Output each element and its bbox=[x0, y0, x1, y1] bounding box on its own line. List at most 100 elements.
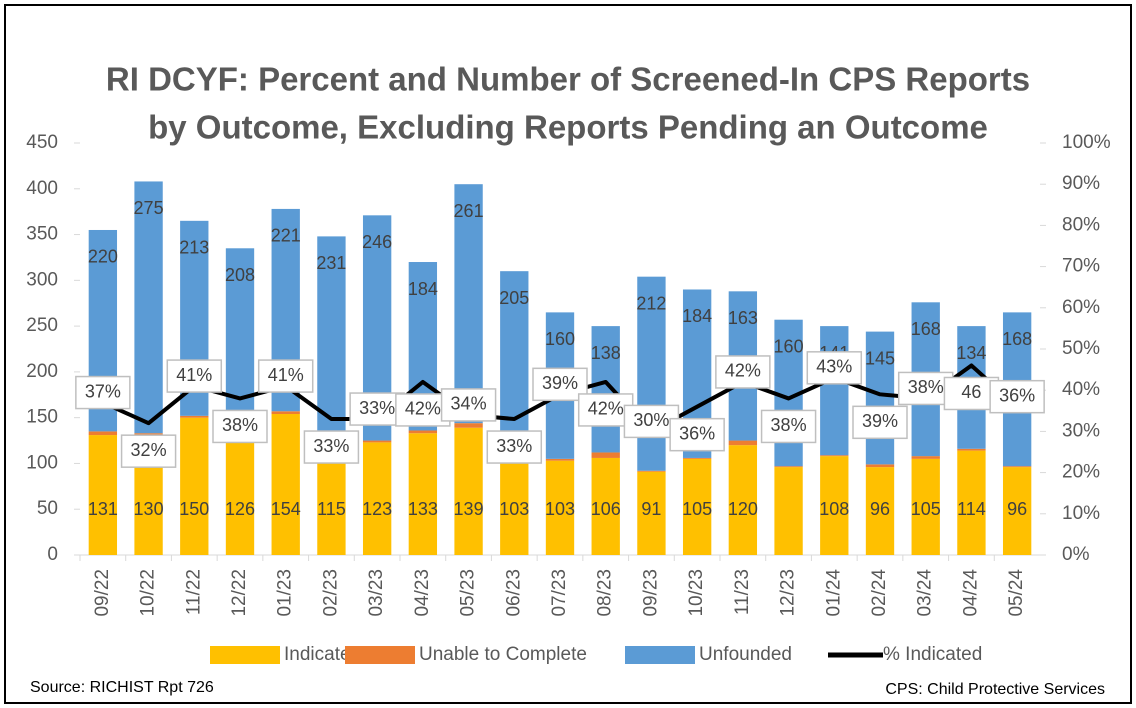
legend-label: Unfounded bbox=[699, 644, 792, 665]
data-label: 33% bbox=[496, 436, 532, 456]
data-label: 168 bbox=[1002, 329, 1032, 349]
bar-segment bbox=[728, 440, 758, 446]
data-label: 36% bbox=[679, 423, 715, 443]
bar-segment bbox=[225, 439, 255, 555]
data-label: 184 bbox=[682, 306, 712, 326]
x-tick-label: 09/23 bbox=[640, 569, 661, 617]
data-label-box bbox=[989, 379, 1045, 414]
y-tick-label: 0 bbox=[47, 544, 58, 565]
y-tick-label: 400 bbox=[26, 178, 58, 199]
data-label: 213 bbox=[179, 238, 209, 258]
x-tick-label: 01/24 bbox=[823, 569, 844, 617]
y2-tick-label: 20% bbox=[1062, 462, 1100, 483]
data-label: 42% bbox=[725, 361, 761, 381]
data-label-box bbox=[669, 417, 725, 452]
bar-segment bbox=[1002, 466, 1032, 468]
data-label: 41% bbox=[268, 365, 304, 385]
data-label: 184 bbox=[408, 279, 438, 299]
data-label-box bbox=[440, 388, 497, 422]
legend-swatch bbox=[625, 646, 695, 664]
x-tick-label: 12/23 bbox=[778, 569, 799, 617]
bar-segment bbox=[865, 464, 895, 468]
data-label-box bbox=[212, 409, 268, 444]
data-label: 38% bbox=[908, 377, 944, 397]
data-label: 163 bbox=[728, 308, 758, 328]
x-tick-label: 02/23 bbox=[320, 569, 341, 617]
x-tick-label: 04/24 bbox=[960, 569, 981, 617]
x-tick-label: 03/24 bbox=[915, 569, 936, 617]
bar-segment bbox=[454, 184, 483, 424]
data-label: 160 bbox=[774, 336, 804, 356]
data-label: 261 bbox=[454, 201, 484, 221]
bar-segment bbox=[454, 423, 483, 428]
bar-segment bbox=[865, 331, 895, 465]
x-tick-label: 05/23 bbox=[458, 569, 479, 617]
data-label: 106 bbox=[591, 499, 621, 519]
data-label: 145 bbox=[865, 348, 895, 368]
bar-segment bbox=[88, 431, 118, 436]
bar-segment bbox=[545, 460, 575, 555]
y-tick-label: 300 bbox=[26, 269, 58, 290]
data-label: 33% bbox=[359, 398, 395, 418]
data-label: 126 bbox=[225, 499, 255, 519]
data-label-box bbox=[166, 359, 223, 393]
data-label: 208 bbox=[225, 265, 255, 285]
bar-segment bbox=[911, 458, 940, 555]
data-label-box bbox=[760, 409, 817, 444]
data-label: 91 bbox=[641, 499, 661, 519]
data-label: 38% bbox=[222, 415, 258, 435]
data-label: 231 bbox=[316, 253, 346, 273]
y2-tick-label: 40% bbox=[1062, 379, 1100, 400]
legend-swatch bbox=[345, 646, 415, 664]
y-tick-label: 350 bbox=[26, 224, 58, 245]
data-label-box bbox=[715, 355, 771, 389]
data-label: 160 bbox=[545, 329, 575, 349]
chart-title: by Outcome, Excluding Reports Pending an… bbox=[148, 109, 988, 146]
bar-segment bbox=[180, 415, 209, 418]
data-label: 131 bbox=[88, 499, 118, 519]
data-label-box bbox=[303, 430, 360, 464]
bar-segment bbox=[774, 466, 803, 468]
data-label: 96 bbox=[870, 499, 890, 519]
y2-tick-label: 0% bbox=[1062, 544, 1090, 565]
note: CPS: Child Protective Services bbox=[885, 681, 1105, 698]
data-label: 43% bbox=[816, 357, 852, 377]
bar-segment bbox=[820, 456, 849, 555]
data-label: 36% bbox=[999, 385, 1035, 405]
data-label: 38% bbox=[771, 415, 807, 435]
bar-segment bbox=[317, 449, 346, 555]
bar-segment bbox=[682, 458, 712, 555]
legend-label: Unable to Complete bbox=[419, 644, 587, 665]
data-label: 46 bbox=[961, 382, 981, 402]
data-label: 33% bbox=[313, 436, 349, 456]
legend-swatch bbox=[210, 646, 280, 664]
y2-tick-label: 70% bbox=[1062, 256, 1100, 277]
bar-segment bbox=[637, 471, 666, 555]
data-label: 168 bbox=[911, 319, 941, 339]
data-label: 34% bbox=[451, 394, 487, 414]
bar-segment bbox=[637, 276, 666, 471]
bar-segment bbox=[271, 414, 300, 555]
x-tick-label: 06/23 bbox=[503, 569, 524, 617]
bar-segment bbox=[911, 456, 940, 459]
y2-tick-label: 80% bbox=[1062, 214, 1100, 235]
bar-segment bbox=[957, 450, 986, 555]
data-label: 37% bbox=[85, 381, 121, 401]
bar-segment bbox=[545, 458, 575, 461]
data-label: 30% bbox=[633, 410, 669, 430]
data-label: 154 bbox=[271, 499, 301, 519]
x-tick-label: 11/22 bbox=[183, 569, 204, 615]
bar-segment bbox=[500, 460, 529, 555]
x-tick-label: 07/23 bbox=[549, 569, 570, 617]
bar-segment bbox=[591, 452, 620, 458]
x-tick-label: 02/24 bbox=[869, 569, 890, 617]
legend-label: Indicated bbox=[284, 644, 361, 665]
data-label: 103 bbox=[499, 499, 529, 519]
x-tick-label: 08/23 bbox=[595, 569, 616, 617]
data-label: 220 bbox=[88, 247, 118, 267]
x-tick-label: 10/22 bbox=[138, 569, 159, 617]
data-label: 39% bbox=[862, 411, 898, 431]
x-tick-label: 01/23 bbox=[275, 569, 296, 617]
bar-segment bbox=[728, 445, 758, 555]
data-label: 120 bbox=[728, 499, 758, 519]
